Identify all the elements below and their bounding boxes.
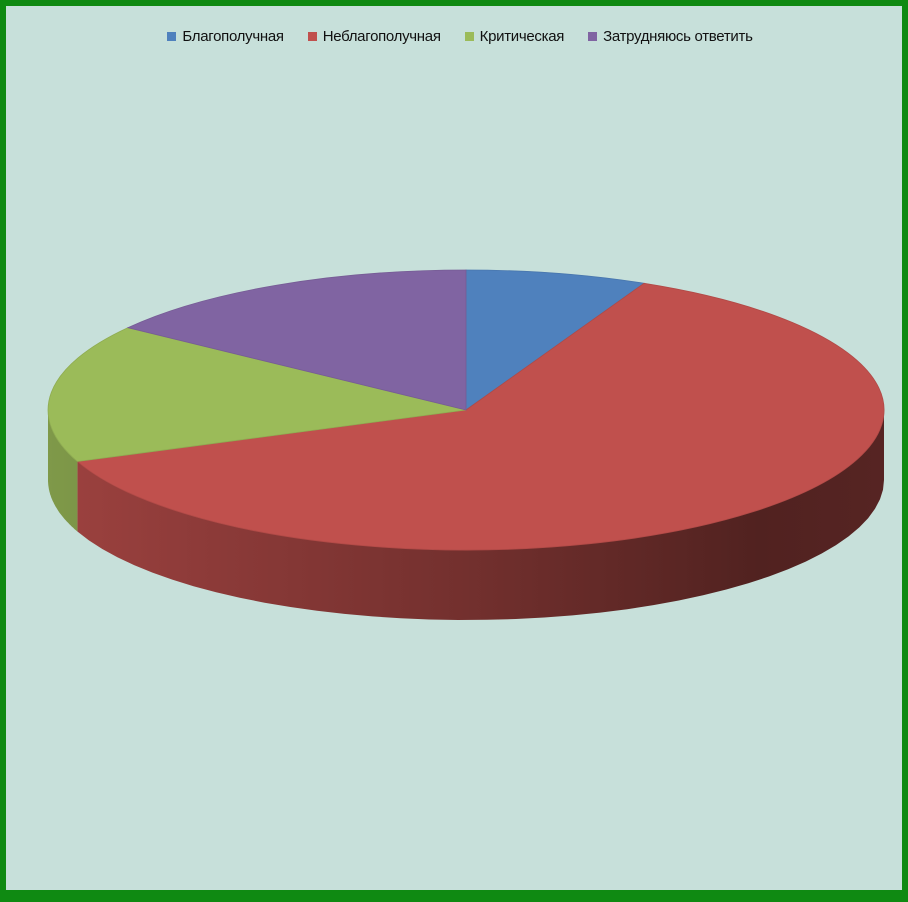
legend-item: Критическая <box>464 28 565 45</box>
legend-label: Затрудняюсь ответить <box>603 28 753 45</box>
legend-swatch <box>588 32 598 41</box>
legend-swatch <box>307 32 317 41</box>
legend-item: Неблагополучная <box>307 28 441 45</box>
legend-item: Затрудняюсь ответить <box>588 28 753 45</box>
legend-label: Благополучная <box>182 28 284 45</box>
pie-slice <box>465 269 646 411</box>
legend-label: Критическая <box>479 28 565 45</box>
legend-item: Благополучная <box>167 28 284 45</box>
pie-slice <box>76 282 885 551</box>
pie-slice <box>126 269 467 411</box>
pie-slice <box>47 327 467 462</box>
pie-slice-side <box>48 410 78 532</box>
pie-chart <box>47 269 885 620</box>
chart-legend: Благополучная Неблагополучная Критическая З… <box>6 28 908 45</box>
pie-slice-side <box>77 410 884 620</box>
legend-label: Неблагополучная <box>322 28 441 45</box>
legend-swatch <box>464 32 474 41</box>
legend-swatch <box>167 32 177 41</box>
